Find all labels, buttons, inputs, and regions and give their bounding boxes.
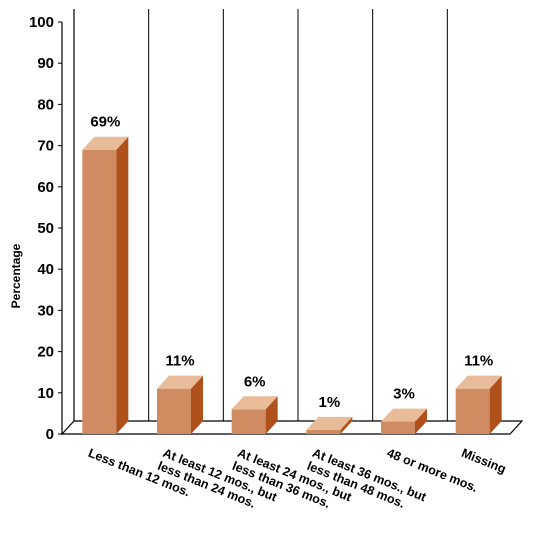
bar-front <box>82 149 117 434</box>
bar <box>157 375 203 434</box>
bar-front <box>306 429 341 434</box>
data-labels: 69% 11% 6% 1% 3% 11% <box>90 114 493 411</box>
data-label: 69% <box>90 114 120 131</box>
y-tick-labels: 0 10 20 30 40 50 60 70 80 90 100 <box>29 14 62 443</box>
bar-front <box>455 388 490 434</box>
x-category-labels: Less than 12 mos.At least 12 mos., butle… <box>86 446 508 511</box>
y-axis-line <box>61 9 75 436</box>
x-category-label: Missing <box>460 446 508 476</box>
bar-side <box>489 375 502 434</box>
bar <box>455 375 502 434</box>
data-label: 1% <box>318 394 340 411</box>
bar-top <box>157 375 203 389</box>
y-tick-label: 40 <box>37 261 54 278</box>
data-label: 6% <box>244 373 266 390</box>
y-tick-label: 80 <box>37 96 54 113</box>
bar-front <box>157 388 191 434</box>
bar-top <box>82 136 129 150</box>
y-tick-label: 100 <box>29 14 54 31</box>
y-tick-label: 90 <box>37 55 54 72</box>
bar-side <box>116 136 129 434</box>
y-tick-label: 20 <box>37 344 54 361</box>
bar-top <box>306 416 353 430</box>
y-tick-label: 50 <box>37 220 54 237</box>
bar-top <box>455 375 502 389</box>
bar-top <box>231 396 278 410</box>
y-tick-label: 70 <box>37 138 54 155</box>
chart-axes <box>61 9 524 436</box>
bar-front <box>381 421 415 434</box>
bar-side <box>191 375 203 434</box>
data-label: 11% <box>165 353 194 370</box>
bar-side <box>415 408 427 434</box>
x-category-label-line: Missing <box>460 446 508 476</box>
data-label: 11% <box>464 353 493 370</box>
bar <box>306 416 353 434</box>
y-tick-label: 30 <box>37 302 54 319</box>
bars <box>82 136 502 434</box>
data-label: 3% <box>393 386 415 403</box>
y-tick-label: 60 <box>37 179 54 196</box>
bar-front <box>231 409 266 434</box>
bar-top <box>381 408 427 422</box>
x-axis-floor <box>62 420 524 435</box>
y-axis-label: Percentage <box>9 243 23 308</box>
bar-side <box>265 396 278 434</box>
bar <box>82 136 129 434</box>
category-dividers <box>148 9 448 421</box>
bar <box>381 408 427 434</box>
y-tick-label: 0 <box>46 426 54 443</box>
bar <box>231 396 278 434</box>
y-tick-label: 10 <box>37 385 54 402</box>
bar-side <box>340 416 353 434</box>
